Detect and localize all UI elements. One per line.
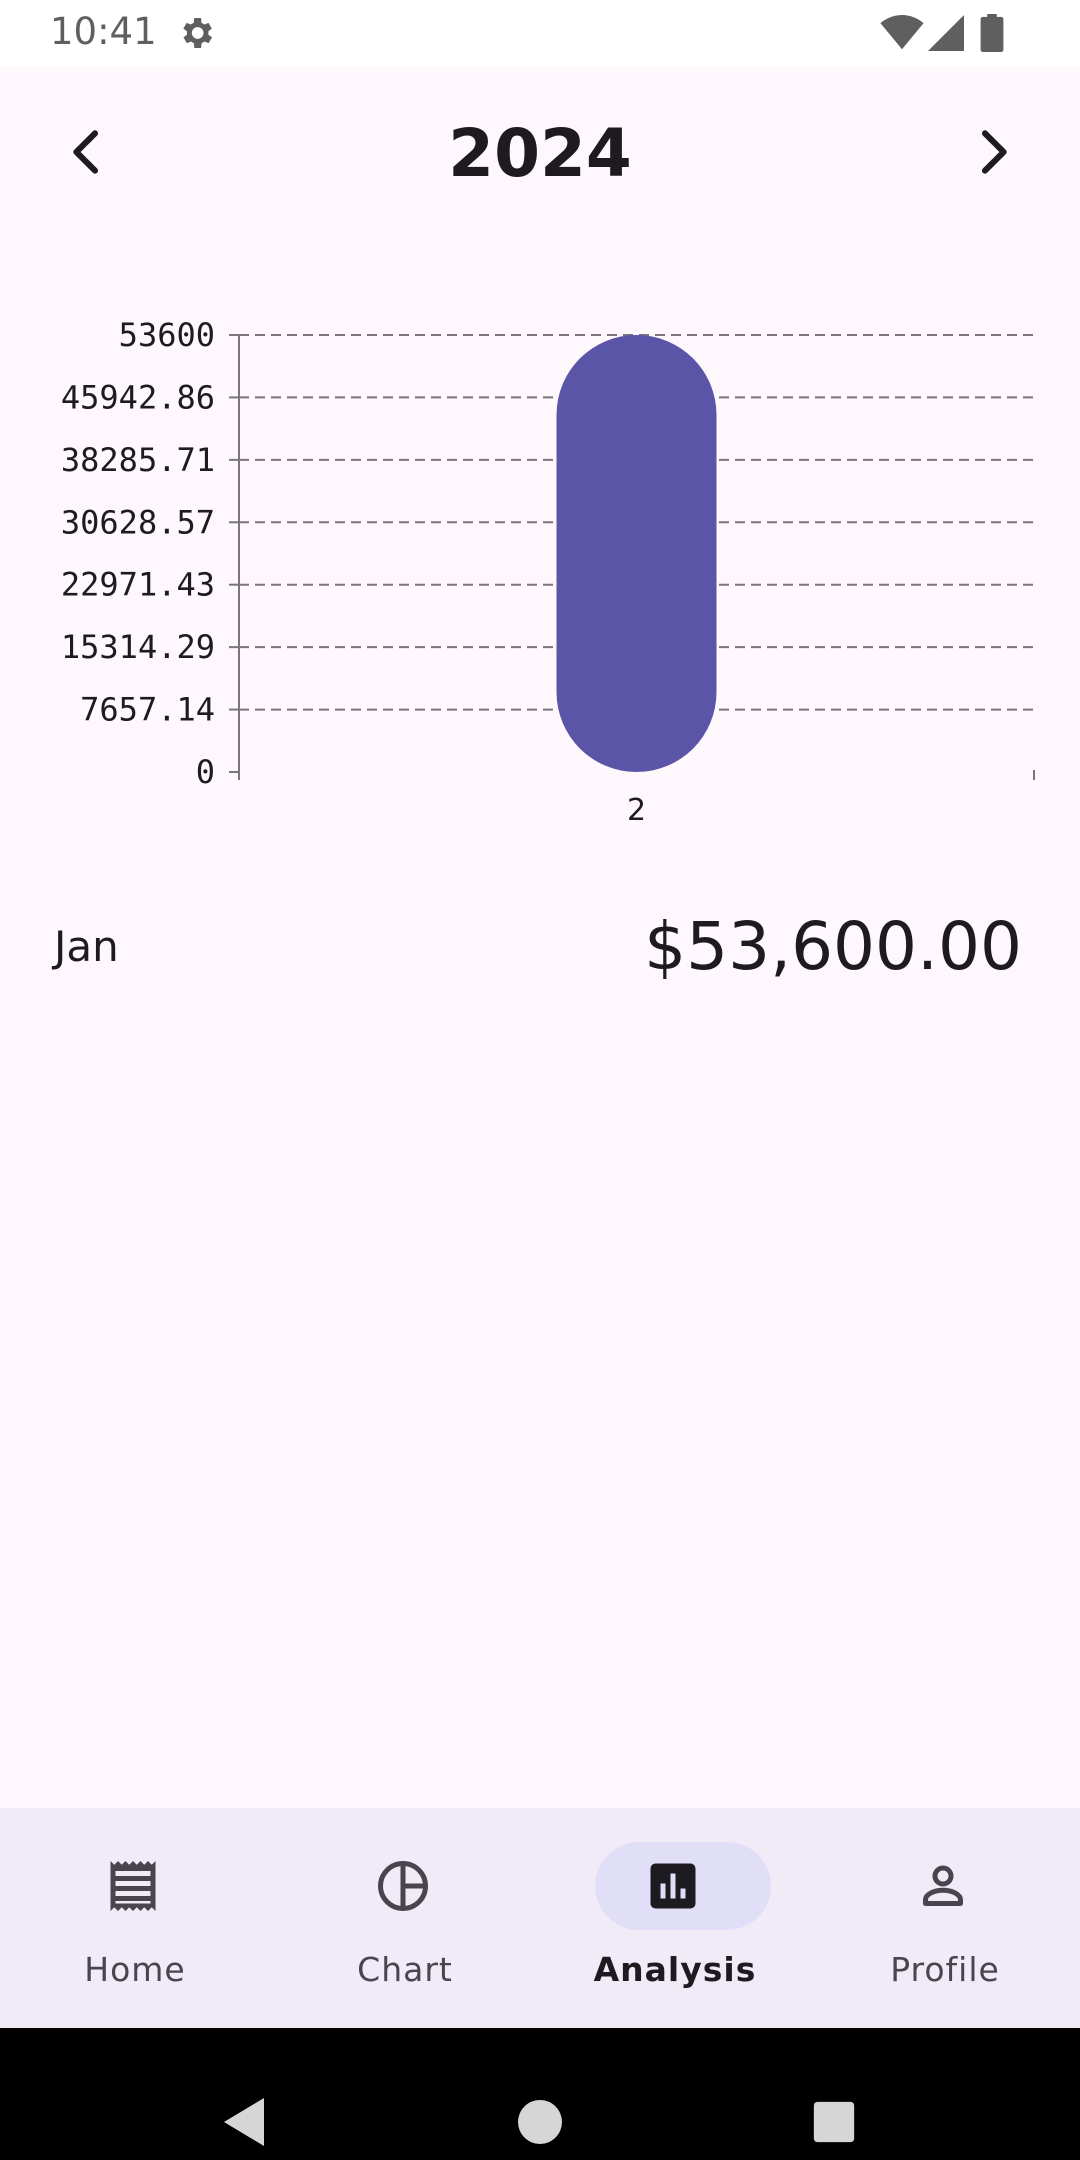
status-bar: 10:41 <box>0 0 1080 66</box>
x-tick-label: 2 <box>627 793 646 828</box>
wifi-icon <box>880 15 924 50</box>
person-icon <box>923 1865 963 1906</box>
y-tick-label: 0 <box>196 753 215 791</box>
nav-item-analysis[interactable]: Analysis <box>540 1808 810 2028</box>
nav-item-home[interactable]: Home <box>0 1808 270 2028</box>
y-tick-label: 30628.57 <box>61 503 215 541</box>
year-title: 2024 <box>448 115 632 192</box>
nav-label-chart: Chart <box>357 1950 453 1989</box>
bar-chart-icon <box>650 1863 696 1909</box>
battery-icon <box>980 14 1004 52</box>
chevron-right-icon[interactable] <box>964 124 1020 180</box>
home-icon[interactable] <box>518 2100 562 2144</box>
nav-label-profile: Profile <box>890 1950 1000 1989</box>
y-tick-label: 53600 <box>119 316 215 354</box>
y-tick-label: 15314.29 <box>61 628 215 666</box>
signal-icon <box>928 15 964 51</box>
receipt-icon <box>110 1861 156 1911</box>
back-icon[interactable] <box>220 2096 268 2148</box>
bottom-navigation: Home Chart Analysis Profile <box>0 1808 1080 2028</box>
y-tick-label: 38285.71 <box>61 441 215 479</box>
y-tick-label: 22971.43 <box>61 566 215 604</box>
summary-month: Jan <box>54 922 119 971</box>
nav-label-analysis: Analysis <box>593 1950 757 1989</box>
y-tick-label: 7657.14 <box>80 691 215 729</box>
nav-item-profile[interactable]: Profile <box>810 1808 1080 2028</box>
nav-item-chart[interactable]: Chart <box>270 1808 540 2028</box>
pie-chart-icon <box>378 1861 428 1911</box>
system-navigation-bar <box>0 2028 1080 2160</box>
chevron-left-icon[interactable] <box>60 124 116 180</box>
status-time: 10:41 <box>50 10 157 53</box>
nav-label-home: Home <box>84 1950 186 1989</box>
recents-icon[interactable] <box>812 2100 856 2144</box>
gear-icon <box>183 18 212 48</box>
bar <box>556 335 717 772</box>
bar-chart: 53600 45942.86 38285.71 30628.57 22971.43 153… <box>61 316 1035 828</box>
y-tick-label: 45942.86 <box>61 378 215 416</box>
summary-amount: $53,600.00 <box>644 908 1022 985</box>
